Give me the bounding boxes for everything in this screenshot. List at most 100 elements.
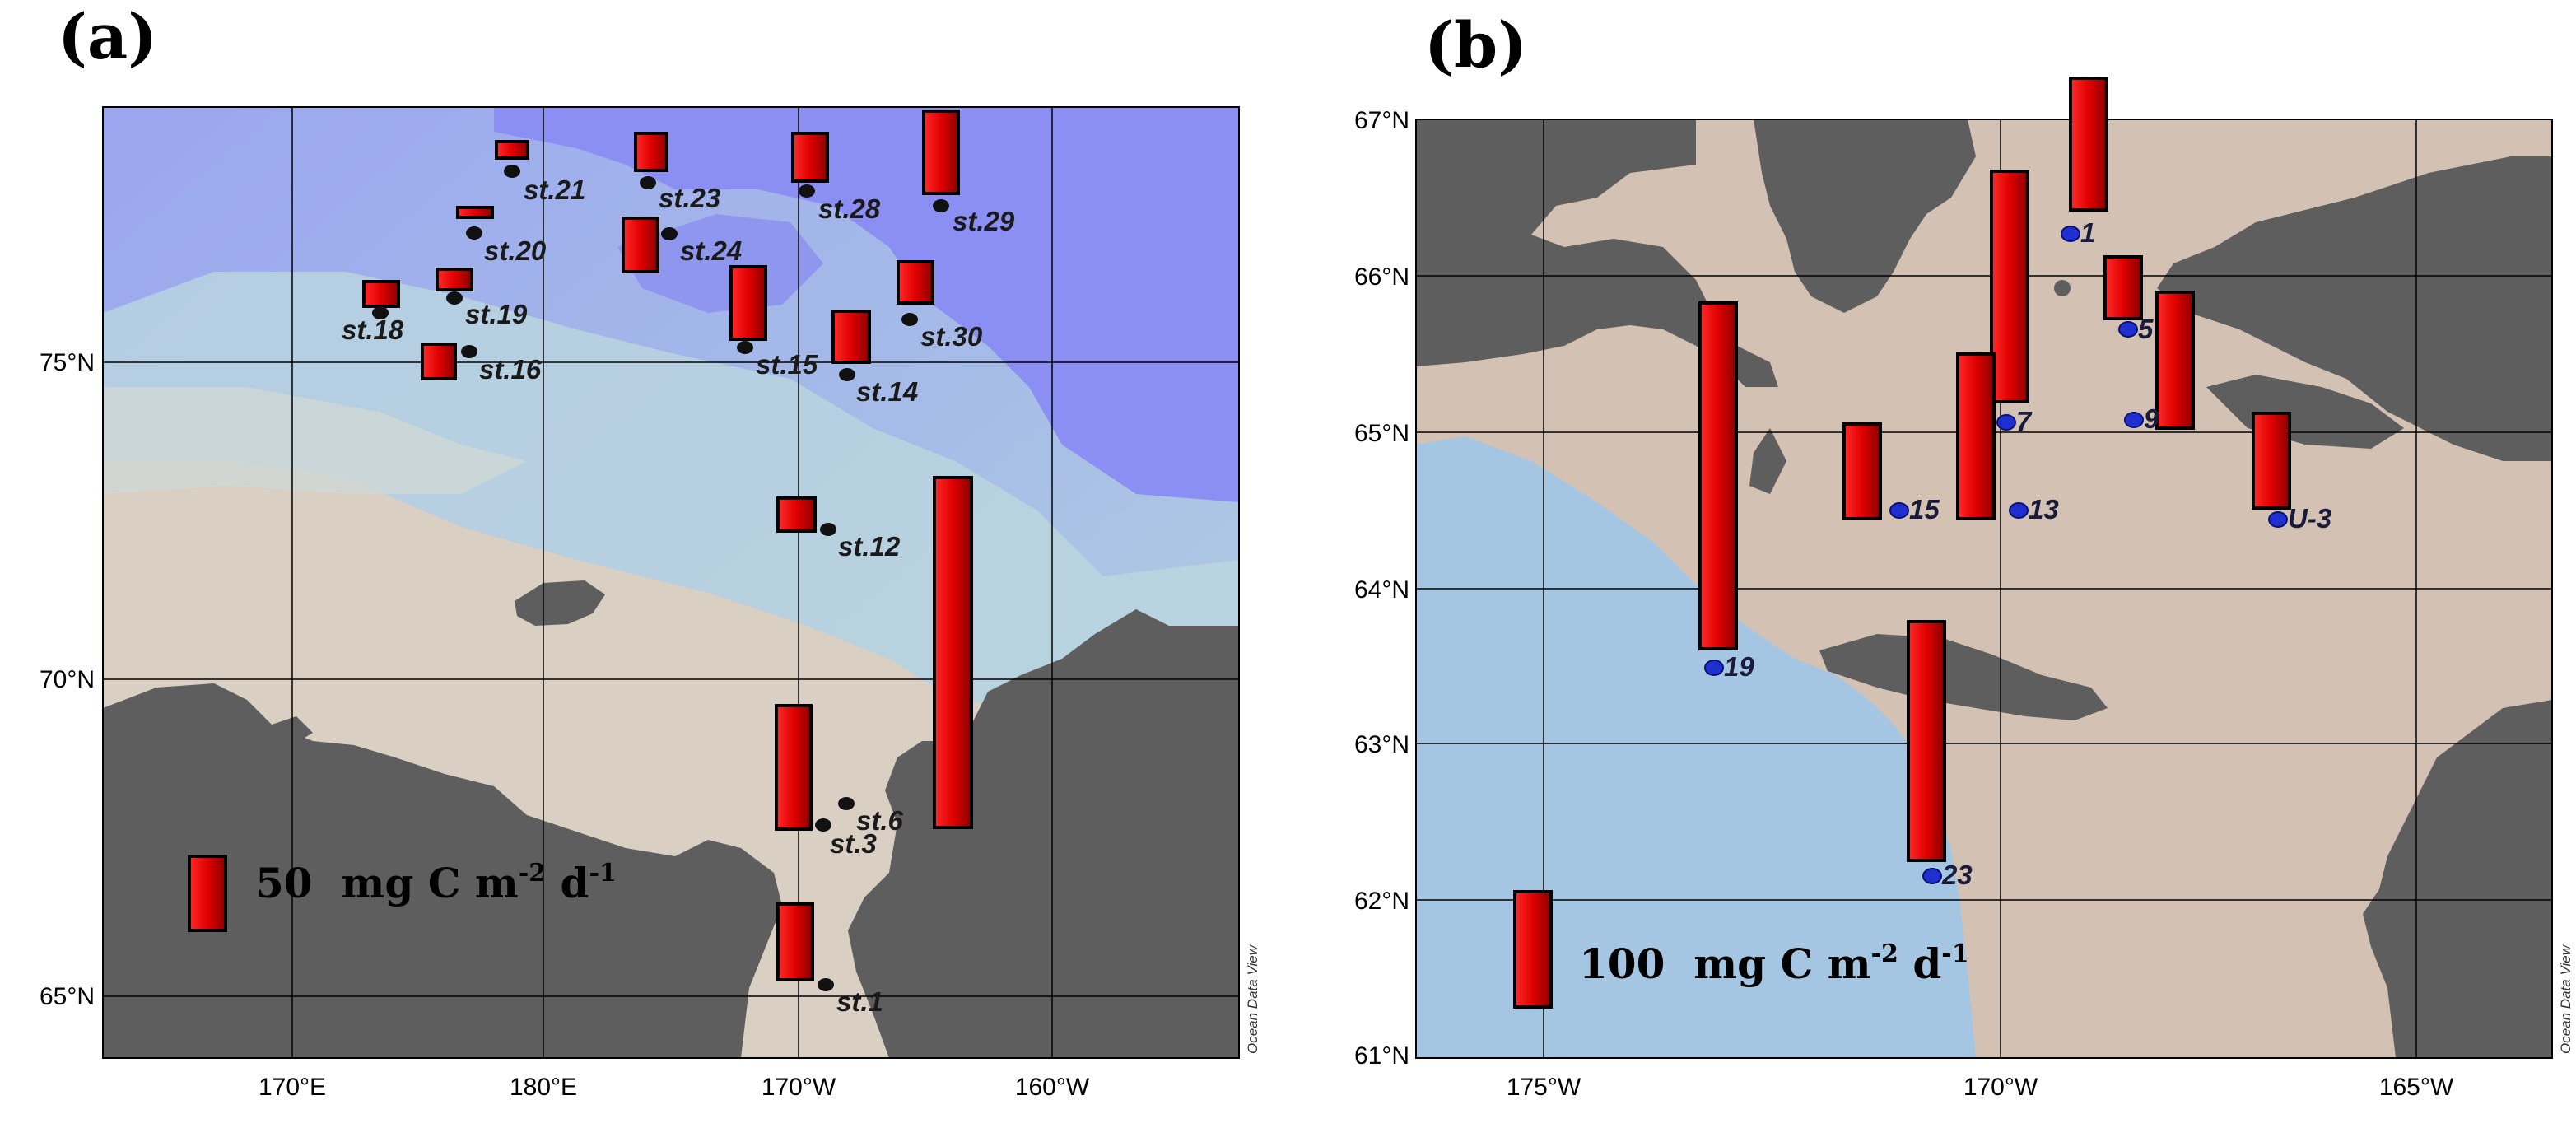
bar-st3	[775, 704, 813, 831]
station-label: st.29	[953, 206, 1015, 236]
panel-b-credit: Ocean Data View	[2558, 944, 2574, 1054]
bar-st18	[362, 280, 400, 308]
lon-tick: 170°W	[762, 1074, 836, 1101]
station-label: st.3	[830, 828, 877, 859]
station-label: st.21	[524, 175, 585, 205]
panel-a-lat-ticks: 75°N 70°N 65°N	[40, 349, 95, 1010]
station-dot	[1704, 660, 1724, 676]
legend-bar	[188, 855, 227, 932]
panel-b-bars	[1698, 77, 2291, 862]
station-label: 9	[2144, 403, 2159, 434]
bar-st23	[634, 132, 668, 172]
station-label: st.28	[818, 193, 881, 224]
station-dot	[2124, 412, 2144, 428]
station-label: st.24	[680, 235, 742, 266]
station-label: 13	[2029, 494, 2059, 524]
station-dot	[504, 165, 520, 178]
lon-tick: 170°E	[259, 1074, 326, 1101]
bar-st21	[495, 140, 529, 160]
bar-st19	[436, 268, 473, 291]
station-dot	[2009, 502, 2029, 519]
station-dot	[818, 978, 834, 991]
station-dot	[901, 313, 918, 326]
station-dot	[1922, 868, 1942, 884]
lon-tick: 165°W	[2379, 1074, 2454, 1101]
panel-a-legend: 50 mg C m-2 d-1	[188, 855, 617, 932]
panel-a-credit: Ocean Data View	[1245, 944, 1260, 1054]
station-dot	[2061, 226, 2080, 242]
panel-a-label: (a)	[58, 0, 158, 73]
bar-st29	[922, 110, 960, 195]
panel-b-frame	[1415, 119, 2553, 1059]
station-dot	[2118, 321, 2138, 338]
panel-b-lat-ticks: 67°N 66°N 65°N 64°N 63°N 62°N 61°N	[1354, 107, 1409, 1070]
station-label: st.6	[856, 805, 904, 836]
station-label: st.30	[920, 321, 983, 352]
station-label: 5	[2138, 314, 2154, 344]
lat-tick: 61°N	[1354, 1042, 1409, 1070]
station-dot	[661, 227, 678, 240]
station-dot	[466, 226, 482, 240]
panel-a-frame	[102, 106, 1240, 1059]
bar-st1	[776, 902, 814, 981]
station-dot	[737, 341, 753, 354]
station-dot	[446, 291, 463, 305]
station-dot	[933, 199, 949, 212]
panel-a-bars	[362, 110, 973, 981]
bar-st30	[897, 260, 934, 305]
station-label: st.14	[856, 376, 918, 407]
lat-tick: 64°N	[1354, 576, 1409, 604]
station-dot	[1996, 414, 2016, 431]
bar-st19	[1698, 301, 1738, 650]
station-label: 19	[1724, 651, 1754, 682]
lat-tick: 62°N	[1354, 888, 1409, 915]
station-label: 23	[1941, 860, 1973, 890]
bar-st1	[2069, 77, 2108, 212]
bar-st5	[2103, 255, 2143, 320]
station-label: U-3	[2288, 503, 2331, 534]
station-label: st.12	[838, 531, 901, 562]
lat-tick: 75°N	[40, 349, 95, 376]
station-dot	[640, 176, 656, 189]
bar-st23	[1907, 620, 1946, 862]
panel-b-station-labels: 1 5 9 7 15 13 U-3 19 23	[1724, 217, 2331, 890]
panel-a-map	[103, 107, 1239, 1058]
bar-st7	[1990, 170, 2029, 403]
panel-a-lon-ticks: 170°E 180°E 170°W 160°W	[259, 1074, 1090, 1101]
bar-st14	[831, 310, 871, 364]
station-dot	[461, 345, 477, 358]
panel-a-station-dots	[372, 165, 949, 991]
station-dot	[815, 818, 831, 832]
bar-st12	[776, 496, 817, 533]
panel-a-grid	[103, 107, 1239, 1058]
panel-a-station-labels: st.21 st.23 st.28 st.29 st.20 st.24 st.1…	[342, 175, 1015, 1017]
station-dot	[2268, 511, 2288, 528]
lat-tick: 70°N	[40, 666, 95, 693]
bar-st13	[1956, 352, 1996, 520]
station-label: 7	[2016, 406, 2033, 436]
bar-st28	[791, 132, 829, 183]
station-label: 15	[1909, 494, 1940, 524]
panel-b-grid	[1416, 119, 2552, 1058]
bar-st9	[2155, 291, 2195, 430]
station-label: st.23	[659, 183, 720, 213]
lat-tick: 67°N	[1354, 107, 1409, 134]
bar-st6	[933, 476, 973, 829]
bar-st20	[456, 206, 494, 219]
station-dot	[1889, 502, 1909, 519]
legend-bar	[1513, 890, 1553, 1009]
station-dot	[820, 523, 836, 536]
panel-b-lon-ticks: 175°W 170°W 165°W	[1507, 1074, 2454, 1101]
panel-b-station-dots	[1704, 226, 2288, 884]
legend-text: 100 mg C m-2 d-1	[1579, 939, 1969, 988]
bar-st24	[622, 217, 659, 273]
station-dot	[838, 797, 855, 810]
station-dot	[799, 184, 815, 198]
panel-b-legend: 100 mg C m-2 d-1	[1513, 890, 1969, 1009]
bar-stU3	[2252, 412, 2291, 510]
station-label: st.20	[484, 235, 547, 266]
lon-tick: 180°E	[510, 1074, 577, 1101]
bar-st15	[729, 265, 767, 341]
lon-tick: 175°W	[1507, 1074, 1581, 1101]
